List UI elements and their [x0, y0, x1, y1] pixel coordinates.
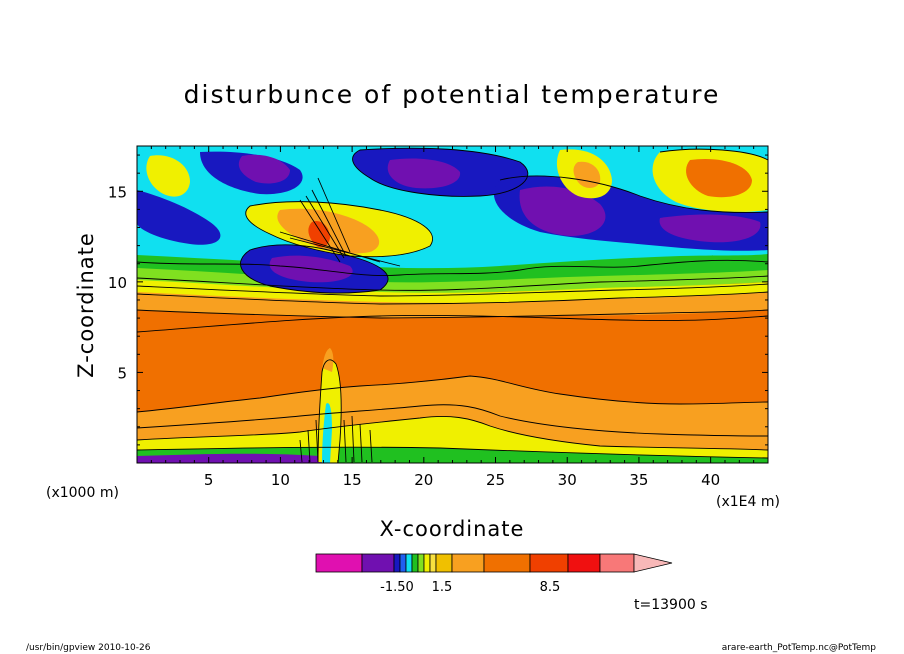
- x-axis-label: X-coordinate: [380, 517, 525, 541]
- field-blue-cell-left: [137, 190, 221, 245]
- x-tick-label: 30: [558, 471, 577, 489]
- colorbar-label-mid: 1.5: [432, 580, 453, 595]
- colorbar-swatch: [393, 553, 401, 573]
- colorbar-swatch: [567, 553, 601, 573]
- footer-left: /usr/bin/gpview 2010-10-26: [26, 643, 151, 653]
- colorbar-label-high: 8.5: [540, 580, 561, 595]
- x-tick-label: 10: [271, 471, 290, 489]
- field-purple-cell-topleft: [238, 154, 290, 184]
- field-yellow-band: [137, 280, 768, 304]
- field-surface-purple: [137, 453, 330, 463]
- field-warm-core-topright: [686, 158, 752, 198]
- colorbar-label-low: -1.50: [380, 580, 414, 595]
- contour-lines: [137, 147, 768, 463]
- x-tick-label: 15: [343, 471, 362, 489]
- colorbar-swatch: [399, 553, 407, 573]
- colorbar-swatch: [411, 553, 419, 573]
- x-unit-label: (x1000 m): [46, 485, 119, 501]
- colorbar-swatch: [423, 553, 431, 573]
- field-warm-plume-hot: [308, 220, 330, 248]
- field-purple-cell-right: [519, 186, 606, 236]
- colorbar-swatch: [405, 553, 413, 573]
- x-tick-label: 5: [204, 471, 214, 489]
- colorbar-swatch: [429, 553, 437, 573]
- colorbar-swatch: [451, 553, 485, 573]
- plot-area: [137, 146, 768, 463]
- colorbar-swatch: [315, 553, 363, 573]
- y-axis: 5 10 15: [108, 154, 768, 446]
- field-warm-core-mid: [573, 161, 601, 188]
- x-axis: 5 10 15 20 25 30 35 40: [150, 146, 755, 489]
- colorbar-arrow: [633, 553, 673, 573]
- colorbar-swatch: [417, 553, 425, 573]
- field-lightorange-band: [137, 292, 768, 318]
- colorbar-swatch: [361, 553, 395, 573]
- x-scale-label: (x1E4 m): [716, 494, 780, 510]
- colorbar-swatch: [599, 553, 635, 573]
- footer-right: arare-earth_PotTemp.nc@PotTemp: [722, 643, 877, 653]
- field-purple-cell-farright: [659, 214, 761, 243]
- x-tick-label: 35: [629, 471, 648, 489]
- field-purple-cell-topright: [387, 158, 461, 189]
- colorbar: -1.50 1.5 8.5: [315, 553, 673, 595]
- x-tick-label: 20: [414, 471, 433, 489]
- y-tick-label: 5: [117, 364, 127, 382]
- colorbar-swatch: [483, 553, 531, 573]
- colorbar-swatch: [529, 553, 569, 573]
- time-label: t=13900 s: [634, 597, 708, 613]
- y-tick-label: 15: [108, 183, 127, 201]
- chart-title: disturbunce of potential temperature: [184, 80, 721, 109]
- y-tick-label: 10: [108, 274, 127, 292]
- field-warm-cell-left: [146, 155, 190, 197]
- x-tick-label: 25: [486, 471, 505, 489]
- field-convective-column-cool: [322, 403, 332, 463]
- colorbar-swatch: [435, 553, 453, 573]
- x-tick-label: 40: [701, 471, 720, 489]
- y-axis-label: Z-coordinate: [74, 232, 98, 378]
